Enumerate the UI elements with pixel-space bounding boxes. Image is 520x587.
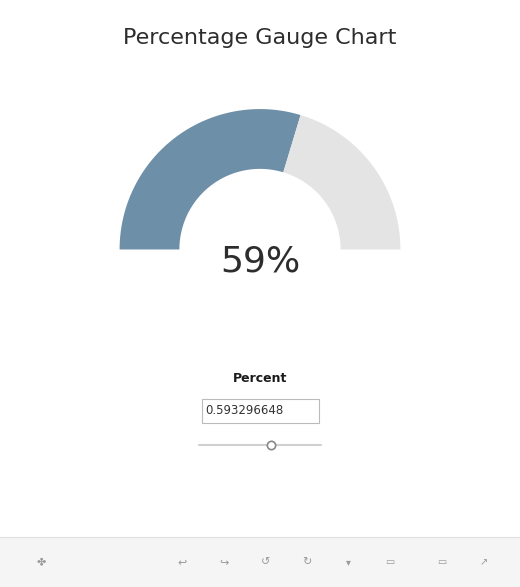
Text: ↪: ↪	[219, 557, 228, 567]
Text: ↗: ↗	[479, 557, 488, 567]
Text: Percent: Percent	[233, 372, 287, 385]
Polygon shape	[283, 115, 400, 249]
Text: Percentage Gauge Chart: Percentage Gauge Chart	[123, 28, 397, 48]
Polygon shape	[120, 109, 301, 249]
Bar	[0, 537, 520, 587]
Text: ▾: ▾	[346, 557, 351, 567]
Text: ↺: ↺	[261, 557, 270, 567]
Text: ↻: ↻	[302, 557, 311, 567]
Text: 0.593296648: 0.593296648	[206, 404, 284, 417]
Text: 59%: 59%	[220, 244, 300, 278]
Text: ▭: ▭	[437, 557, 447, 567]
Text: ✤: ✤	[37, 557, 46, 567]
Text: ▭: ▭	[385, 557, 395, 567]
Text: ↩: ↩	[177, 557, 187, 567]
FancyBboxPatch shape	[202, 399, 318, 423]
